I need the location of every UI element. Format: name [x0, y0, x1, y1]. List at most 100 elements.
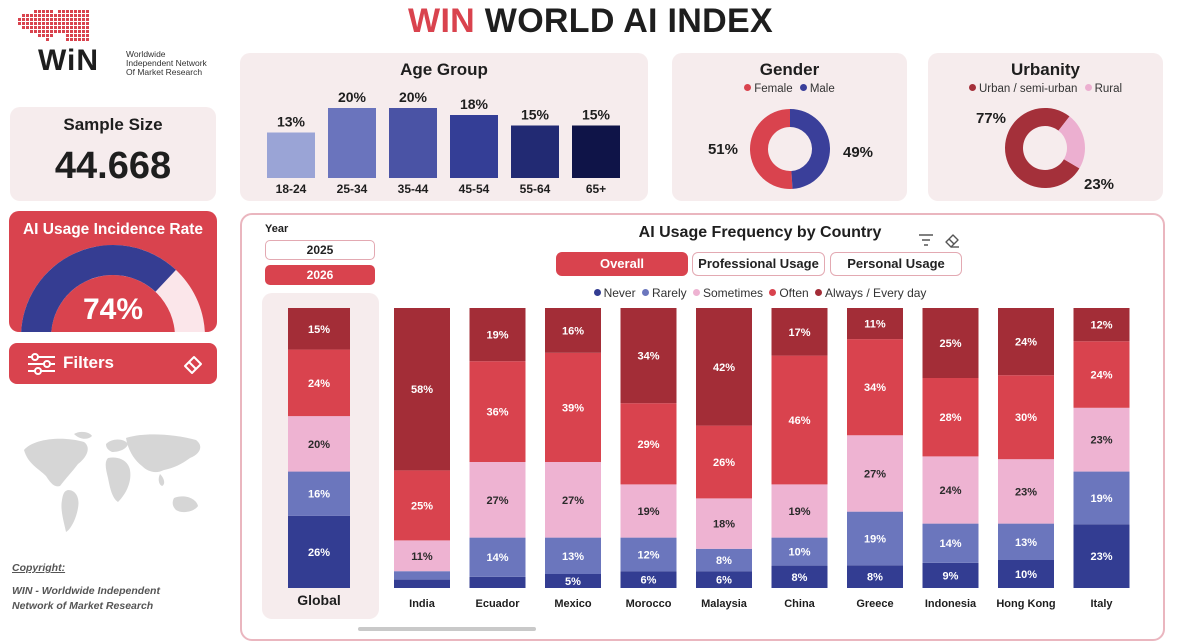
- logo-dot: [38, 26, 41, 29]
- logo-dot: [30, 14, 33, 17]
- logo-dot: [78, 30, 81, 33]
- gender-slice-1: [790, 109, 830, 189]
- sliders-icon: [28, 353, 55, 375]
- logo-dot: [82, 26, 85, 29]
- age-value-label: 20%: [399, 89, 428, 105]
- logo-dot: [66, 34, 69, 37]
- year-option-2025[interactable]: 2025: [265, 240, 375, 260]
- horizontal-scrollbar[interactable]: [358, 627, 536, 631]
- logo-dot: [30, 22, 33, 25]
- world-map-icon: [24, 431, 201, 532]
- frequency-legend: Never Rarely Sometimes Often Always / Ev…: [540, 286, 980, 300]
- usage-rate-label: AI Usage Incidence Rate: [22, 221, 204, 238]
- gender-title: Gender: [759, 60, 820, 79]
- logo-dot: [50, 18, 53, 21]
- title-rest: WORLD AI INDEX: [484, 2, 773, 40]
- logo-dot: [78, 38, 81, 41]
- logo-dot: [34, 14, 37, 17]
- logo-dot: [58, 26, 61, 29]
- logo-dot: [50, 14, 53, 17]
- logo-dot: [74, 14, 77, 17]
- logo-dot: [74, 38, 77, 41]
- logo-dot: [74, 18, 77, 21]
- tab-personal-usage[interactable]: Personal Usage: [830, 252, 962, 276]
- logo-dot: [62, 10, 65, 13]
- logo-dot: [74, 22, 77, 25]
- tab-professional-usage[interactable]: Professional Usage: [692, 252, 825, 276]
- logo-dot: [86, 30, 89, 33]
- age-category-label: 25-34: [337, 182, 368, 196]
- usage-rate-value: 74%: [82, 293, 144, 326]
- age-bar-35-44: [389, 108, 437, 178]
- age-group-card: Age Group 13% 18-24 20% 25-34 20% 35-44 18% 45-…: [240, 53, 648, 201]
- logo-dot: [18, 18, 21, 21]
- tab-overall[interactable]: Overall: [556, 252, 688, 276]
- logo-dot: [46, 38, 49, 41]
- logo-dot: [78, 34, 81, 37]
- logo-dot: [74, 10, 77, 13]
- urbanity-title: Urbanity: [1011, 60, 1080, 79]
- eraser-icon: [184, 356, 202, 374]
- logo-dot: [38, 34, 41, 37]
- sample-size-card: Sample Size 44.668: [10, 107, 216, 201]
- logo-dot: [22, 14, 25, 17]
- legend-never: Never: [593, 286, 636, 300]
- title-win: WIN: [408, 2, 476, 40]
- age-group-chart: 13% 18-24 20% 25-34 20% 35-44 18% 45-54 15% 55-64…: [267, 89, 620, 196]
- logo-dot: [78, 14, 81, 17]
- logo-dot: [34, 30, 37, 33]
- logo-dot: [54, 30, 57, 33]
- logo-dot: [62, 18, 65, 21]
- filters-button[interactable]: Filters: [9, 343, 217, 384]
- urbanity-card: Urbanity Urban / semi-urban Rural 77% 23%: [928, 53, 1163, 201]
- logo-dot: [38, 22, 41, 25]
- urbanity-slice-1: [1058, 116, 1085, 169]
- logo-dot: [58, 18, 61, 21]
- age-bar-55-64: [511, 125, 559, 178]
- age-value-label: 15%: [521, 107, 550, 123]
- usage-gauge: [21, 245, 205, 332]
- gender-donut-chart: 51% 49%: [708, 109, 873, 189]
- logo-dot: [38, 14, 41, 17]
- age-bar-65+: [572, 125, 620, 178]
- age-category-label: 18-24: [276, 182, 307, 196]
- logo-dot: [46, 18, 49, 21]
- gender-label-0: 51%: [708, 141, 738, 158]
- logo-dot: [30, 18, 33, 21]
- logo-dot: [78, 26, 81, 29]
- logo-dot: [82, 18, 85, 21]
- logo-dot: [82, 34, 85, 37]
- usage-rate-card: AI Usage Incidence Rate 74%: [9, 211, 217, 332]
- logo-dot: [22, 18, 25, 21]
- age-bar-45-54: [450, 115, 498, 178]
- clear-filter-icon[interactable]: [944, 232, 960, 248]
- logo-text: Worldwide Independent Network Of Market …: [126, 49, 207, 77]
- logo-dot: [70, 14, 73, 17]
- gender-legend: Female Male: [672, 83, 907, 95]
- logo-dot: [18, 22, 21, 25]
- logo-dot: [42, 18, 45, 21]
- logo-dot: [54, 14, 57, 17]
- logo-dot: [26, 18, 29, 21]
- logo-dot: [86, 26, 89, 29]
- logo-dot: [70, 26, 73, 29]
- logo-dot: [46, 14, 49, 17]
- logo-dot: [66, 14, 69, 17]
- logo-dot: [58, 30, 61, 33]
- logo-dot: [66, 10, 69, 13]
- logo-dot: [86, 18, 89, 21]
- age-value-label: 15%: [582, 107, 611, 123]
- logo-dot: [62, 30, 65, 33]
- gauge-fill: [21, 245, 176, 332]
- legend-female: Female: [744, 83, 793, 95]
- copyright: Copyright: WIN - Worldwide Independent N…: [12, 562, 160, 612]
- year-option-2026[interactable]: 2026: [265, 265, 375, 285]
- logo-dot: [66, 30, 69, 33]
- gender-card: Gender Female Male 51% 49%: [672, 53, 907, 201]
- logo-dot: [66, 26, 69, 29]
- logo-dot: [78, 18, 81, 21]
- logo-dot: [78, 22, 81, 25]
- filter-icon[interactable]: [918, 233, 934, 247]
- logo-dot: [46, 26, 49, 29]
- logo-dot: [86, 34, 89, 37]
